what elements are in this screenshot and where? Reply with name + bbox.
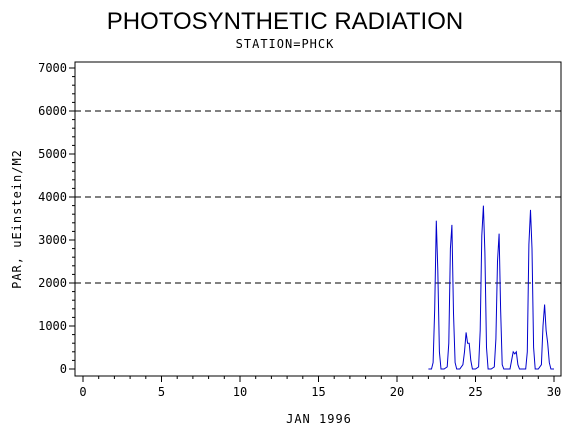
y-tick-label: 1000 <box>38 319 67 333</box>
x-tick-label: 0 <box>79 385 86 399</box>
y-tick-label: 7000 <box>38 61 67 75</box>
plot-frame <box>74 61 562 377</box>
y-tick-label: 2000 <box>38 276 67 290</box>
x-tick-label: 30 <box>547 385 561 399</box>
x-tick-label: 5 <box>158 385 165 399</box>
y-tick-label: 4000 <box>38 190 67 204</box>
chart-subtitle: STATION=PHCK <box>236 37 335 51</box>
x-axis-label: JAN 1996 <box>286 412 352 426</box>
chart-title: PHOTOSYNTHETIC RADIATION <box>107 8 463 35</box>
x-tick-label: 10 <box>233 385 247 399</box>
y-tick-label: 3000 <box>38 233 67 247</box>
y-tick-label: 6000 <box>38 104 67 118</box>
series-line-0 <box>428 205 554 370</box>
y-axis-label: PAR, uEinstein/M2 <box>10 149 24 289</box>
x-tick-label: 20 <box>390 385 404 399</box>
y-tick-label: 5000 <box>38 147 67 161</box>
y-tick-label: 0 <box>60 362 67 376</box>
x-tick-label: 25 <box>468 385 482 399</box>
plot-area: 0 1000 2000 3000 4000 5000 6000 7000 0 5 10 15 20 25 3… <box>38 61 562 399</box>
x-tick-label: 15 <box>311 385 325 399</box>
